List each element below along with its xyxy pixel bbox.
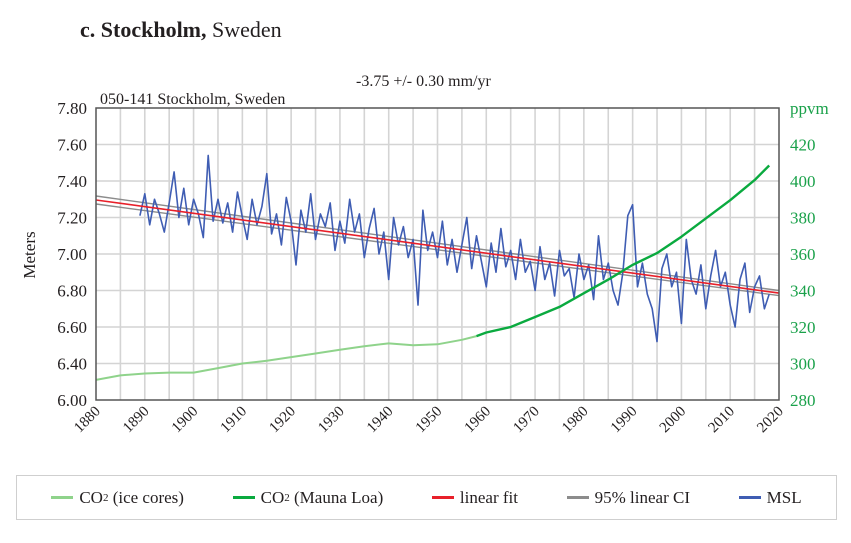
y-tick-label: 7.20: [57, 209, 87, 228]
right-axis-ticks: 280 300 320 340 360 380 400 420: [790, 136, 816, 411]
x-tick-label: 1910: [218, 404, 251, 437]
x-tick-label: 1900: [169, 404, 202, 437]
y2-axis-label: ppvm: [790, 99, 829, 118]
msl-line: [139, 154, 770, 343]
y2-tick-label: 300: [790, 355, 816, 374]
legend-label-subscript: 2: [284, 491, 290, 504]
y2-tick-label: 400: [790, 172, 816, 191]
legend-label: linear fit: [459, 487, 518, 507]
x-tick-label: 1950: [413, 404, 446, 437]
legend-swatch: [738, 495, 761, 500]
x-tick-label: 1940: [364, 404, 397, 437]
y-tick-label: 7.60: [57, 136, 87, 155]
y-tick-label: 7.00: [57, 245, 87, 264]
legend-label: 95% linear CI: [594, 487, 690, 507]
panel-country: Sweden: [212, 17, 282, 42]
legend-item-fit: linear fit: [431, 487, 518, 508]
chart-subtitle: 050-141 Stockholm, Sweden -3.75 +/- 0.30…: [92, 73, 491, 127]
legend-swatch: [51, 495, 74, 500]
series-layer: [95, 154, 780, 381]
legend-label: MSL: [766, 487, 802, 507]
legend-swatch: [566, 495, 589, 500]
y2-tick-label: 320: [790, 318, 816, 337]
ci-lower-line: [95, 203, 780, 297]
x-tick-label: 1930: [315, 404, 348, 437]
y-tick-label: 6.80: [57, 282, 87, 301]
x-tick-label: 1980: [559, 404, 592, 437]
legend-item-co2_ml: CO 2 (Mauna Loa): [232, 487, 384, 508]
y2-tick-label: 280: [790, 391, 816, 410]
y-tick-label: 6.00: [57, 391, 87, 410]
x-tick-label: 1970: [510, 404, 543, 437]
left-axis-ticks: 6.00 6.40 6.60 6.80 7.00 7.20 7.40 7.60 7.80: [57, 99, 87, 410]
plot-frame: [95, 107, 780, 401]
y-tick-label: 6.60: [57, 318, 87, 337]
x-tick-label: 2020: [754, 404, 787, 437]
chart-title: 050-141 Stockholm, Sweden: [100, 91, 286, 108]
legend-label-rest: (Mauna Loa): [289, 487, 384, 507]
y-axis-label: Meters: [20, 231, 39, 278]
y-tick-label: 7.40: [57, 172, 87, 191]
x-axis-ticks: 1880 1890 1900 1910 1920 1930 1940 1950 1960 1970…: [71, 404, 787, 437]
panel-prefix: c.: [80, 17, 96, 42]
y-tick-label: 6.40: [57, 355, 87, 374]
co2-mauna-loa-line: [476, 164, 771, 338]
legend-item-co2_ice: CO 2 (ice cores): [51, 488, 184, 508]
legend-swatch: [431, 495, 454, 500]
y2-tick-label: 360: [790, 245, 816, 264]
legend-label-subscript: 2: [102, 491, 109, 504]
x-tick-label: 1890: [120, 404, 153, 437]
y2-tick-label: 340: [790, 282, 816, 301]
linear-fit-line: [95, 199, 780, 294]
legend-label-rest: (ice cores): [108, 487, 184, 507]
y2-tick-label: 380: [790, 209, 816, 228]
x-tick-label: 2010: [706, 404, 739, 437]
x-tick-label: 1920: [266, 404, 299, 437]
legend-label: CO: [79, 487, 103, 507]
legend-swatch: [232, 495, 255, 500]
panel-title: c. Stockholm, Sweden: [80, 17, 282, 43]
legend-item-msl: MSL: [738, 487, 802, 508]
ci-upper-line: [95, 195, 780, 292]
legend-label: CO: [260, 487, 285, 507]
x-tick-label: 2000: [657, 404, 690, 437]
panel-city: Stockholm,: [100, 17, 207, 42]
co2-ice-cores-line: [95, 335, 477, 381]
x-tick-label: 1960: [462, 404, 495, 437]
legend: CO 2 (ice cores) CO 2 (Mauna Loa) linear fit…: [16, 475, 837, 520]
y-tick-label: 7.80: [57, 99, 87, 118]
trend-rate-annotation: -3.75 +/- 0.30 mm/yr: [356, 73, 491, 90]
legend-item-ci: 95% linear CI: [566, 487, 690, 508]
y2-tick-label: 420: [790, 136, 816, 155]
x-tick-label: 1990: [608, 404, 641, 437]
